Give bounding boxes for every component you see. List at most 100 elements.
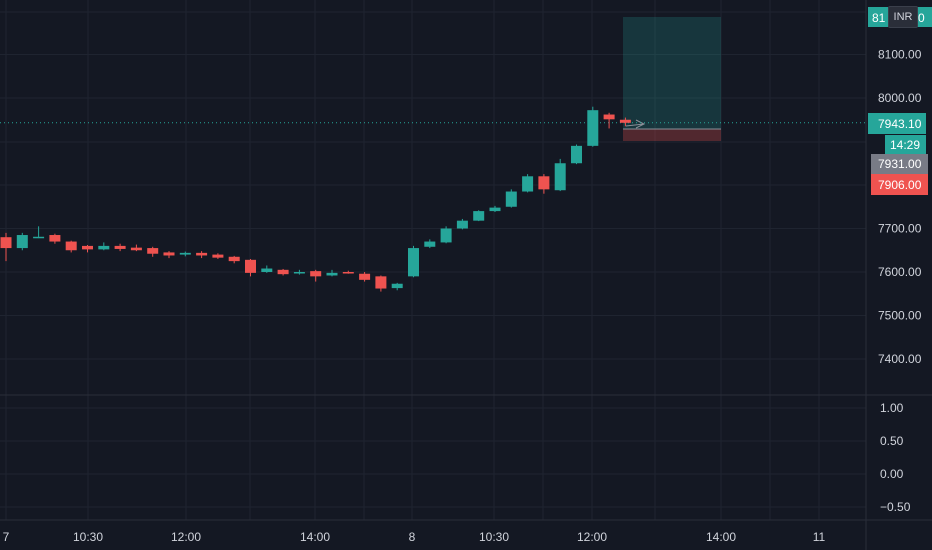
currency-badge[interactable]: INR bbox=[888, 6, 918, 28]
candle bbox=[0, 232, 12, 262]
entry-arrow-icon bbox=[625, 119, 646, 129]
candle-body bbox=[114, 245, 126, 249]
candle bbox=[277, 268, 289, 276]
candle bbox=[310, 269, 322, 282]
candle-body bbox=[326, 272, 338, 276]
candle-body bbox=[245, 259, 256, 273]
candle-body bbox=[424, 241, 436, 247]
candle bbox=[293, 269, 305, 275]
candle-body bbox=[277, 269, 289, 275]
time-tick-label: 12:00 bbox=[171, 530, 201, 544]
time-tick-label: 14:00 bbox=[706, 530, 736, 544]
candle bbox=[538, 174, 550, 194]
price-tick-label: 8000.00 bbox=[878, 91, 922, 105]
candle bbox=[65, 240, 77, 253]
candle-body bbox=[619, 119, 631, 123]
price-badge-top-label: 81 bbox=[872, 11, 886, 25]
profit-zone[interactable] bbox=[623, 17, 721, 129]
candle-body bbox=[342, 272, 354, 274]
candle-body bbox=[98, 245, 110, 250]
indicator-axis[interactable]: 1.00 0.50 0.00 −0.50 bbox=[880, 401, 911, 514]
candle bbox=[147, 246, 159, 257]
countdown-badge: 14:29 bbox=[885, 135, 926, 154]
candle-body bbox=[571, 145, 582, 164]
candle-body bbox=[359, 273, 371, 280]
candle-body bbox=[196, 252, 208, 256]
time-tick-label: 7 bbox=[3, 530, 10, 544]
indicator-tick-label: 0.50 bbox=[880, 434, 904, 448]
price-badge-top-label-right: 0 bbox=[918, 11, 925, 25]
candle-body bbox=[0, 237, 12, 249]
candle bbox=[571, 144, 582, 165]
candle-body bbox=[163, 252, 175, 256]
time-tick-label: 12:00 bbox=[577, 530, 607, 544]
candle-body bbox=[489, 207, 501, 212]
candle bbox=[554, 158, 566, 192]
candle bbox=[261, 265, 273, 273]
candle-body bbox=[554, 163, 566, 191]
candle-body bbox=[603, 114, 615, 120]
candle bbox=[196, 251, 208, 259]
price-axis[interactable]: 8100.00 8000.00 7700.00 7600.00 7500.00 7400.… bbox=[878, 48, 922, 367]
price-tick-label: 7700.00 bbox=[878, 222, 922, 236]
last-price-label: 7943.10 bbox=[878, 117, 922, 131]
candle-body bbox=[212, 254, 224, 258]
horizontal-grid bbox=[0, 11, 866, 508]
candle bbox=[98, 242, 110, 251]
long-position-tool[interactable] bbox=[623, 17, 721, 141]
candle-body bbox=[49, 235, 61, 242]
candle-body bbox=[473, 211, 485, 221]
candle-body bbox=[391, 283, 403, 289]
candle bbox=[522, 174, 534, 193]
price-marker-gray: 7931.00 bbox=[871, 154, 928, 174]
last-price-badge: 7943.10 bbox=[868, 113, 926, 134]
time-axis[interactable]: 7 10:30 12:00 14:00 8 10:30 12:00 14:00 11 bbox=[3, 530, 826, 544]
candle bbox=[114, 243, 126, 252]
price-marker-red: 7906.00 bbox=[871, 174, 928, 195]
time-tick-label: 10:30 bbox=[479, 530, 509, 544]
candle-body bbox=[505, 191, 517, 207]
candle bbox=[49, 233, 61, 244]
candle-body bbox=[261, 268, 273, 272]
candle-body bbox=[310, 271, 322, 277]
candle-body bbox=[375, 276, 387, 289]
candle bbox=[603, 112, 615, 129]
candle bbox=[587, 106, 599, 147]
candle-body bbox=[228, 256, 240, 262]
indicator-tick-label: 0.00 bbox=[880, 467, 904, 481]
price-tick-label: 8100.00 bbox=[878, 48, 922, 62]
candle bbox=[408, 245, 419, 278]
candle bbox=[456, 218, 468, 230]
candle-body bbox=[82, 245, 93, 250]
indicator-tick-label: 1.00 bbox=[880, 401, 904, 415]
candle bbox=[342, 270, 354, 274]
time-tick-label: 11 bbox=[813, 530, 826, 544]
stop-zone[interactable] bbox=[623, 129, 721, 141]
time-tick-label: 14:00 bbox=[300, 530, 330, 544]
price-badge-top: 81 0 bbox=[868, 7, 932, 27]
candle bbox=[489, 205, 501, 212]
indicator-tick-label: −0.50 bbox=[880, 500, 911, 514]
candle-body bbox=[33, 236, 45, 239]
candle bbox=[130, 244, 142, 252]
price-tick-label: 7400.00 bbox=[878, 352, 922, 366]
candle bbox=[440, 226, 452, 244]
candle bbox=[228, 255, 240, 264]
candle bbox=[473, 210, 485, 222]
countdown-label: 14:29 bbox=[890, 138, 920, 152]
candle-body bbox=[147, 248, 159, 254]
candle bbox=[179, 251, 191, 257]
price-tick-label: 7600.00 bbox=[878, 265, 922, 279]
candle bbox=[245, 258, 256, 277]
candle bbox=[619, 117, 631, 127]
candle bbox=[163, 251, 175, 259]
candle-body bbox=[522, 176, 534, 192]
price-tick-label: 7500.00 bbox=[878, 309, 922, 323]
candle bbox=[424, 239, 436, 249]
candle bbox=[82, 245, 93, 253]
time-tick-label: 8 bbox=[409, 530, 416, 544]
candle-body bbox=[179, 252, 191, 255]
time-tick-label: 10:30 bbox=[73, 530, 103, 544]
